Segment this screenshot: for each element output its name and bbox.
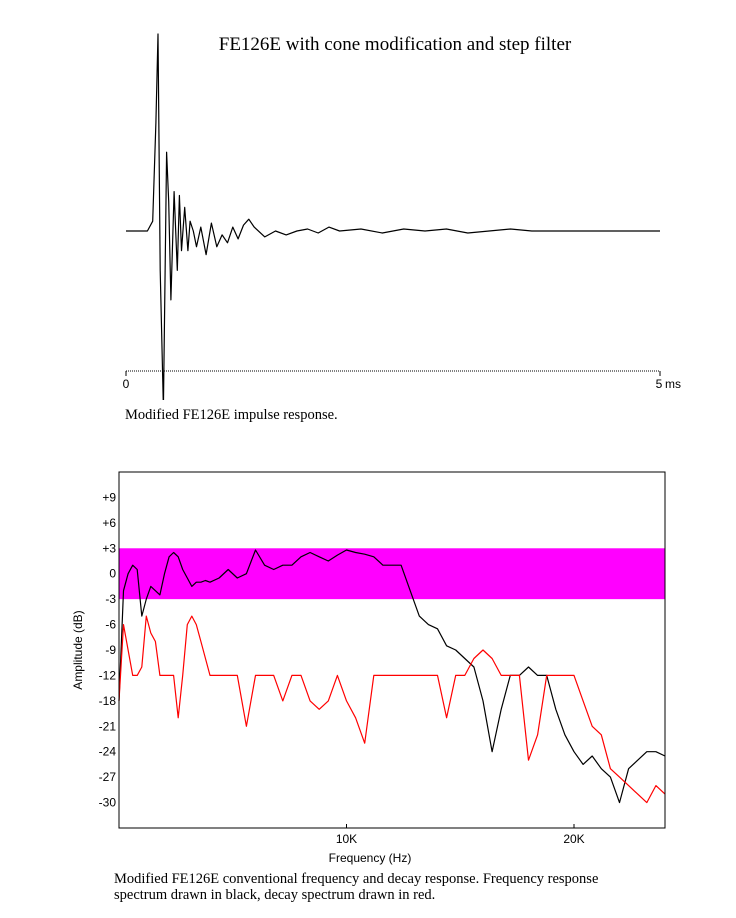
x-tick-label: 10K: [336, 832, 357, 846]
y-tick-label: -6: [105, 618, 116, 632]
impulse-chart-title: FE126E with cone modification and step f…: [219, 34, 572, 55]
y-tick-label: -9: [105, 643, 116, 657]
y-axis-label: Amplitude (dB): [71, 610, 85, 689]
y-tick-label: 0: [109, 567, 116, 581]
y-tick-label: -21: [99, 719, 117, 733]
decay-response-line: [118, 615, 666, 804]
plot-background: [119, 472, 665, 828]
impulse-response-chart: FE126E with cone modification and step f…: [123, 33, 681, 400]
plus-minus-3db-band: [119, 548, 665, 600]
impulse-x-tick-label-start: 0: [123, 377, 130, 391]
impulse-x-unit-label: ms: [665, 377, 681, 391]
y-tick-label: -27: [99, 770, 117, 784]
y-tick-label: -24: [99, 745, 117, 759]
frequency-response-line: [118, 549, 666, 804]
y-tick-label: +6: [102, 516, 116, 530]
y-tick-label: -12: [99, 668, 117, 682]
x-tick-label: 20K: [563, 832, 584, 846]
impulse-plot-area: [126, 33, 660, 400]
frequency-caption-line2: spectrum drawn in black, decay spectrum …: [114, 887, 436, 903]
y-tick-label: -3: [105, 592, 116, 606]
frequency-caption: Modified FE126E conventional frequency a…: [114, 871, 674, 903]
y-tick-label: +9: [102, 490, 116, 504]
x-axis-label: Frequency (Hz): [329, 851, 412, 865]
frequency-caption-line1: Modified FE126E conventional frequency a…: [114, 871, 599, 887]
impulse-series-line-0: [126, 33, 660, 400]
impulse-caption: Modified FE126E impulse response.: [125, 407, 338, 423]
frequency-response-chart: +9 +6 +3 0 -3 -6 -9 -12 -18 -21 -24 -27 -30 10K 20K A…: [71, 471, 666, 865]
y-tick-label: +3: [102, 541, 116, 555]
impulse-x-tick-label-end: 5: [656, 377, 663, 391]
y-tick-label: -30: [99, 796, 117, 810]
plot-frame: [118, 471, 666, 829]
y-tick-label: -18: [99, 694, 117, 708]
